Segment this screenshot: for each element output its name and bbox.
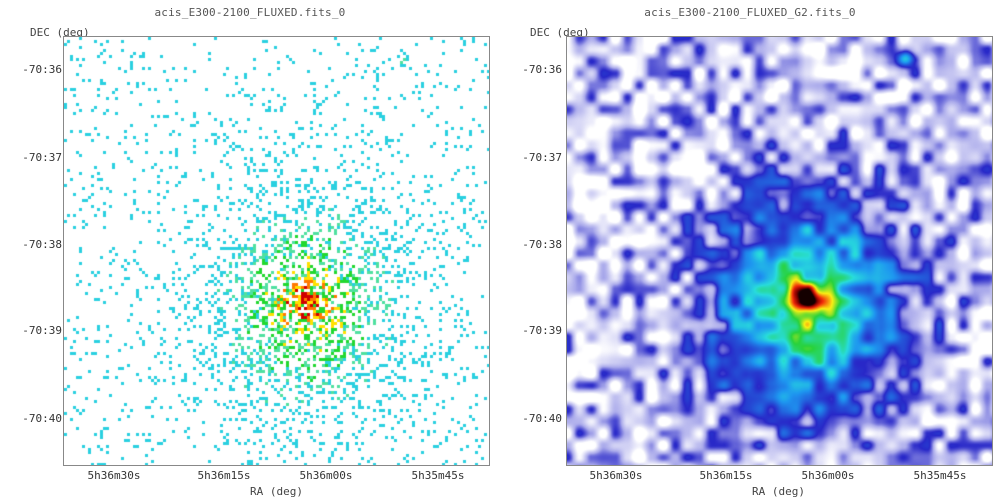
left-dec-tick: -70:39 bbox=[22, 324, 62, 337]
right-image-frame[interactable] bbox=[566, 36, 993, 466]
right-ra-axis-label: RA (deg) bbox=[752, 485, 805, 498]
right-ra-tick: 5h36m30s bbox=[589, 469, 643, 482]
left-xray-image[interactable] bbox=[64, 37, 489, 465]
right-dec-tick: -70:37 bbox=[522, 151, 562, 164]
right-image-panel: acis_E300-2100_FLUXED_G2.fits_0 DEC (deg… bbox=[500, 0, 1000, 504]
left-dec-axis-label: DEC (deg) bbox=[30, 26, 90, 39]
left-ra-tick: 5h35m45s bbox=[411, 469, 465, 482]
left-dec-tick: -70:38 bbox=[22, 238, 62, 251]
right-dec-tick: -70:39 bbox=[522, 324, 562, 337]
left-dec-tick: -70:36 bbox=[22, 63, 62, 76]
right-ra-tick: 5h36m00s bbox=[801, 469, 855, 482]
right-dec-axis-label: DEC (deg) bbox=[530, 26, 590, 39]
left-dec-tick: -70:37 bbox=[22, 151, 62, 164]
left-image-frame[interactable] bbox=[63, 36, 490, 466]
right-image-title: acis_E300-2100_FLUXED_G2.fits_0 bbox=[644, 6, 856, 19]
left-ra-tick: 5h36m30s bbox=[87, 469, 141, 482]
right-dec-tick: -70:36 bbox=[522, 63, 562, 76]
right-xray-image-smoothed[interactable] bbox=[567, 37, 992, 465]
left-image-panel: acis_E300-2100_FLUXED.fits_0 DEC (deg) -… bbox=[22, 6, 490, 498]
left-image-title: acis_E300-2100_FLUXED.fits_0 bbox=[154, 6, 346, 19]
right-dec-tick: -70:38 bbox=[522, 238, 562, 251]
left-ra-axis-label: RA (deg) bbox=[250, 485, 303, 498]
right-ra-tick: 5h36m15s bbox=[699, 469, 753, 482]
right-dec-tick: -70:40 bbox=[522, 412, 562, 425]
left-ra-tick: 5h36m15s bbox=[197, 469, 251, 482]
right-ra-tick: 5h35m45s bbox=[913, 469, 967, 482]
left-dec-tick: -70:40 bbox=[22, 412, 62, 425]
left-ra-tick: 5h36m00s bbox=[299, 469, 353, 482]
